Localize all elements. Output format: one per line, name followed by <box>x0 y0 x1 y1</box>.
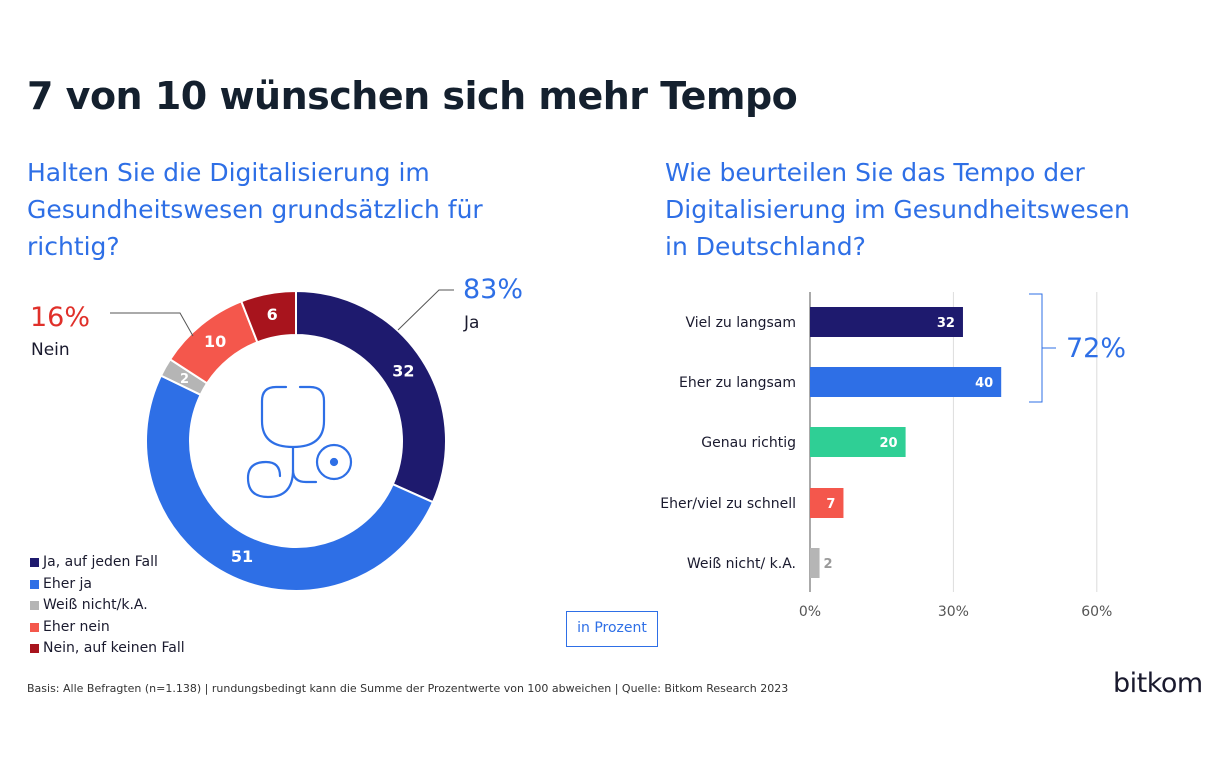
legend-label: Eher ja <box>43 575 93 592</box>
bar-category-label: Weiß nicht/ k.A. <box>687 556 796 572</box>
legend-item: Eher ja <box>30 574 185 596</box>
bar-chart: 0% 30% 60% Viel zu langsam 32 Eher zu langsam… <box>660 292 1126 620</box>
donut-chart: 32 51 2 10 6 <box>145 289 447 593</box>
bar-category-label: Genau richtig <box>701 435 796 451</box>
bar-category-label: Eher/viel zu schnell <box>660 496 796 512</box>
nein-leader-line <box>110 312 194 337</box>
legend-item: Ja, auf jeden Fall <box>30 552 185 574</box>
bitkom-logo: bitkom <box>1113 668 1203 699</box>
bar-value-label: 40 <box>975 376 993 391</box>
footnote: Basis: Alle Befragten (n=1.138) | rundun… <box>27 682 789 695</box>
legend-swatch <box>30 579 39 589</box>
bar <box>810 367 1002 397</box>
nein-percent: 16% <box>30 302 90 333</box>
bar-value-label: 20 <box>880 436 898 451</box>
donut-slice-label: 51 <box>231 547 253 566</box>
legend-label: Ja, auf jeden Fall <box>43 554 158 570</box>
bar-value-label: 2 <box>824 557 833 572</box>
donut-legend: Ja, auf jeden Fall Eher ja Weiß nicht/k.A.… <box>30 552 185 660</box>
donut-slice <box>295 289 447 504</box>
donut-slice <box>145 374 435 593</box>
bar-category-label: Eher zu langsam <box>679 375 796 391</box>
legend-label: Nein, auf keinen Fall <box>43 640 185 656</box>
legend-swatch <box>30 558 39 568</box>
bracket <box>1029 293 1043 403</box>
donut-slice-label: 32 <box>392 361 414 380</box>
page-title: 7 von 10 wünschen sich mehr Tempo <box>27 74 798 118</box>
x-tick-label: 30% <box>938 604 969 620</box>
bar <box>810 548 820 578</box>
x-tick-label: 0% <box>799 604 821 620</box>
bracket-value: 72% <box>1066 333 1126 364</box>
stethoscope-icon <box>246 385 353 499</box>
ja-percent: 83% <box>463 274 523 305</box>
bar <box>810 427 906 457</box>
legend-label: Eher nein <box>43 618 110 635</box>
legend-item: Eher nein <box>30 617 185 639</box>
bar <box>810 488 844 518</box>
donut-question: Halten Sie die Digitalisierung im Gesund… <box>27 158 483 261</box>
bar-question: Wie beurteilen Sie das Tempo der Digital… <box>665 158 1130 261</box>
donut-summaries: 83% Ja 16% Nein <box>30 274 523 360</box>
donut-slice-label: 2 <box>180 372 189 387</box>
legend-item: Weiß nicht/k.A. <box>30 595 185 617</box>
x-tick-label: 60% <box>1081 604 1112 620</box>
donut-slice-label: 6 <box>267 305 278 324</box>
bar <box>810 307 963 337</box>
bar-value-label: 32 <box>937 316 955 331</box>
nein-label: Nein <box>31 340 70 360</box>
legend-swatch <box>30 644 39 654</box>
ja-leader-line <box>397 289 454 331</box>
unit-label-box: in Prozent <box>566 611 658 647</box>
donut-slice <box>240 289 297 344</box>
legend-item: Nein, auf keinen Fall <box>30 638 185 660</box>
legend-swatch <box>30 622 39 632</box>
ja-label: Ja <box>463 313 479 333</box>
bar-category-label: Viel zu langsam <box>685 315 796 331</box>
legend-swatch <box>30 601 39 611</box>
legend-label: Weiß nicht/k.A. <box>43 597 148 613</box>
donut-slice-label: 10 <box>204 332 226 351</box>
bar-value-label: 7 <box>826 497 835 512</box>
